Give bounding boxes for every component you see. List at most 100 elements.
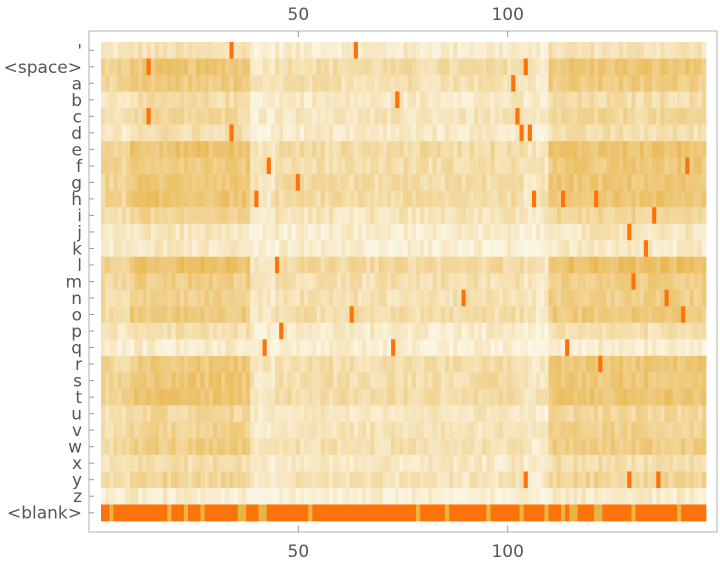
heatmap-cell	[175, 174, 181, 192]
heatmap-cell	[407, 322, 413, 340]
heatmap-cell	[320, 438, 326, 456]
heatmap-cell	[324, 91, 330, 109]
heatmap-cell	[291, 421, 297, 439]
heatmap-cell	[105, 421, 110, 439]
heatmap-cell	[183, 421, 189, 439]
heatmap-cell	[465, 157, 471, 175]
heatmap-cell	[631, 421, 636, 439]
heatmap-cell	[386, 124, 392, 142]
heatmap-cell	[407, 124, 413, 142]
heatmap-cell	[656, 289, 661, 307]
heatmap-cell	[378, 256, 384, 274]
heatmap-cell	[101, 174, 106, 192]
heatmap-cell	[540, 421, 545, 439]
heatmap-cell	[548, 339, 554, 357]
heatmap-cell	[287, 306, 293, 324]
heatmap-cell	[461, 289, 467, 307]
heatmap-cell	[569, 124, 574, 142]
heatmap-cell	[639, 504, 645, 522]
heatmap-cell	[577, 438, 583, 456]
heatmap-cell	[515, 487, 520, 505]
heatmap-cell	[262, 223, 268, 241]
heatmap-cell	[125, 355, 131, 373]
heatmap-cell	[357, 306, 363, 324]
heatmap-cell	[647, 240, 653, 258]
heatmap-cell	[204, 504, 210, 522]
heatmap-cell	[138, 207, 143, 225]
heatmap-cell	[697, 141, 703, 159]
heatmap-cell	[287, 289, 293, 307]
heatmap-cell	[515, 207, 520, 225]
heatmap-cell	[146, 273, 152, 291]
heatmap-cell	[386, 471, 392, 489]
heatmap-cell	[527, 471, 533, 489]
heatmap-cell	[465, 91, 471, 109]
heatmap-cell	[175, 487, 181, 505]
heatmap-cell	[502, 223, 508, 241]
heatmap-cell	[113, 240, 118, 258]
heatmap-cell	[502, 438, 508, 456]
heatmap-cell	[130, 322, 135, 340]
heatmap-cell	[656, 471, 661, 489]
heatmap-cell	[556, 372, 562, 390]
heatmap-cell	[639, 157, 645, 175]
heatmap-cell	[589, 421, 595, 439]
heatmap-cell	[465, 190, 471, 208]
heatmap-cell	[374, 438, 380, 456]
heatmap-cell	[337, 421, 342, 439]
heatmap-cell	[192, 487, 197, 505]
heatmap-cell	[196, 372, 201, 390]
heatmap-cell	[295, 124, 301, 142]
heatmap-cell	[511, 487, 516, 505]
heatmap-cell	[316, 174, 322, 192]
heatmap-cell	[101, 421, 106, 439]
heatmap-cell	[399, 454, 404, 472]
heatmap-cell	[527, 75, 533, 92]
heatmap-cell	[179, 174, 185, 192]
heatmap-cell	[664, 273, 670, 291]
heatmap-cell	[138, 471, 143, 489]
heatmap-cell	[324, 256, 330, 274]
heatmap-cell	[125, 207, 131, 225]
heatmap-cell	[353, 388, 359, 406]
heatmap-cell	[304, 58, 309, 76]
heatmap-cell	[382, 58, 388, 76]
heatmap-cell	[366, 174, 371, 192]
heatmap-cell	[573, 58, 578, 76]
heatmap-cell	[440, 124, 446, 142]
heatmap-cell	[627, 256, 632, 274]
heatmap-cell	[320, 289, 326, 307]
heatmap-cell	[465, 388, 471, 406]
heatmap-cell	[581, 322, 587, 340]
heatmap-cell	[494, 372, 500, 390]
heatmap-cell	[565, 157, 570, 175]
heatmap-cell	[130, 108, 135, 125]
heatmap-cell	[183, 91, 189, 109]
heatmap-cell	[519, 471, 525, 489]
heatmap-cell	[304, 42, 309, 59]
heatmap-cell	[569, 289, 574, 307]
heatmap-cell	[469, 504, 475, 522]
heatmap-cell	[598, 438, 603, 456]
heatmap-cell	[602, 322, 607, 340]
heatmap-cell	[494, 174, 500, 192]
heatmap-cell	[627, 207, 632, 225]
heatmap-cell	[614, 471, 620, 489]
heatmap-cell	[146, 438, 152, 456]
heatmap-cell	[204, 256, 210, 274]
heatmap-cell	[341, 190, 346, 208]
heatmap-cell	[494, 58, 500, 76]
heatmap-cell	[258, 223, 264, 241]
heatmap-cell	[631, 388, 636, 406]
heatmap-cell	[594, 306, 599, 324]
heatmap-cell	[511, 174, 516, 192]
heatmap-cell	[540, 207, 545, 225]
heatmap-cell	[589, 174, 595, 192]
row-label: p	[71, 322, 82, 342]
heatmap-cell	[105, 438, 110, 456]
heatmap-cell	[229, 273, 234, 291]
heatmap-cell	[573, 372, 578, 390]
heatmap-cell	[411, 438, 417, 456]
heatmap-cell	[693, 322, 699, 340]
heatmap-cell	[353, 487, 359, 505]
